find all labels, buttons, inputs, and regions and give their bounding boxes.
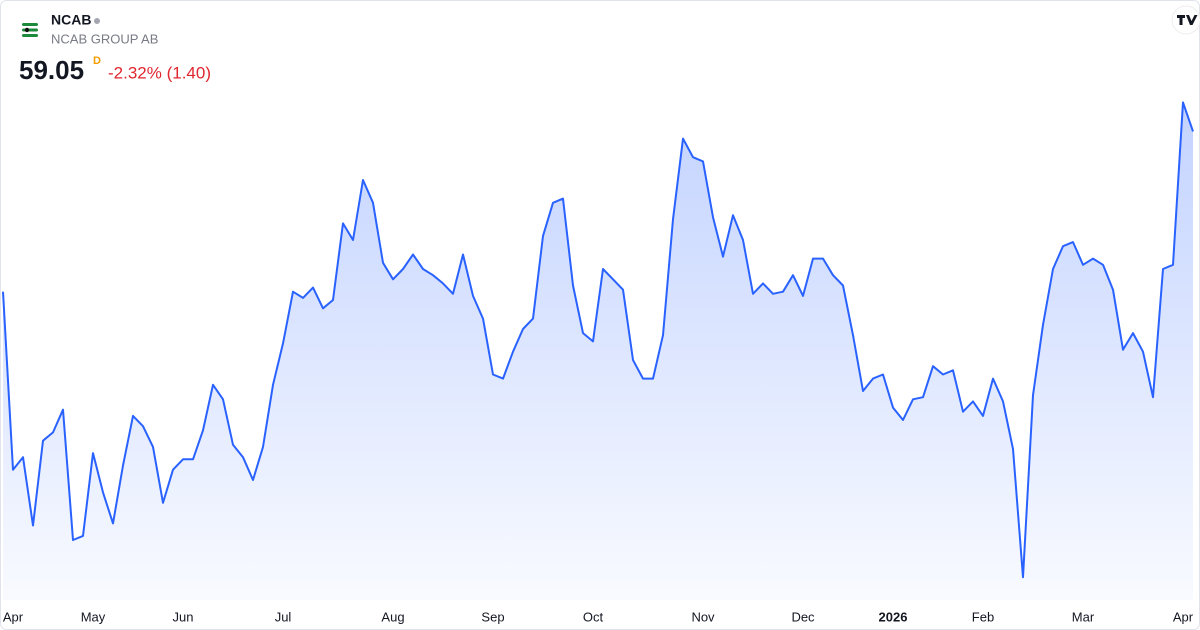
price-line xyxy=(2,101,1194,579)
status-dot xyxy=(94,18,100,24)
x-tick-label: 2026 xyxy=(879,609,908,624)
x-tick-label: Dec xyxy=(791,609,815,624)
x-tick-label: Aug xyxy=(381,609,404,624)
x-tick-label: Apr xyxy=(1173,609,1194,624)
symbol: NCAB xyxy=(51,12,91,28)
company-name: NCAB GROUP AB xyxy=(51,31,158,46)
x-tick-label: Apr xyxy=(3,609,24,624)
logo xyxy=(19,19,41,41)
interval: D xyxy=(93,55,101,67)
change: -2.32% (1.40) xyxy=(108,63,211,82)
x-tick-label: Jul xyxy=(275,609,292,624)
price: 59.05 xyxy=(19,55,84,85)
x-tick-label: Jun xyxy=(173,609,194,624)
x-tick-label: May xyxy=(81,609,106,624)
x-tick-label: Feb xyxy=(972,609,994,624)
x-tick-label: Sep xyxy=(481,609,504,624)
x-tick-label: Mar xyxy=(1072,609,1095,624)
tv-logo[interactable] xyxy=(1171,5,1200,35)
area-fill xyxy=(3,102,1193,601)
x-tick-label: Oct xyxy=(583,609,604,624)
plot xyxy=(2,101,1194,601)
x-tick-label: Nov xyxy=(691,609,715,624)
